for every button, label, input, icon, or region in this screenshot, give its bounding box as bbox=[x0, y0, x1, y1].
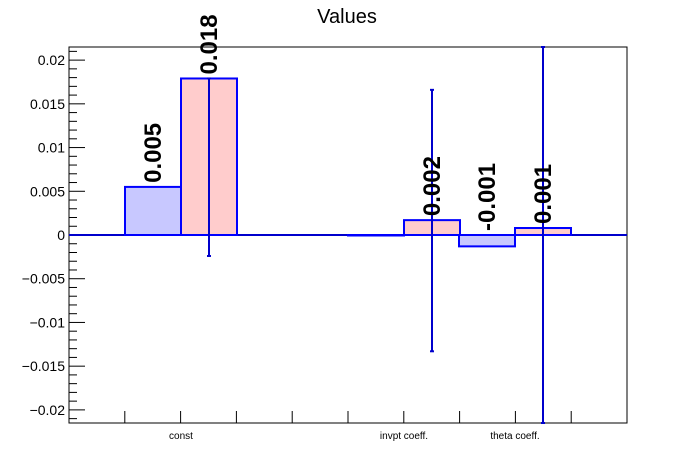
y-tick-label: 0.01 bbox=[38, 140, 65, 156]
y-tick-label: 0.02 bbox=[38, 52, 65, 68]
y-tick-label: −0.02 bbox=[30, 402, 66, 418]
x-category-label: const bbox=[169, 431, 193, 442]
bar bbox=[347, 234, 405, 237]
y-tick-label: 0 bbox=[57, 227, 65, 243]
data-label: 0.001 bbox=[530, 164, 557, 224]
data-label: -0.001 bbox=[474, 163, 501, 231]
data-label: 0.005 bbox=[140, 123, 167, 183]
chart-title: Values bbox=[317, 6, 377, 28]
data-label: 0.018 bbox=[196, 14, 223, 74]
plot-area: 0.02 0.015 0.01 0.005 0 −0.005 −0.01 −0.015 −0.0… bbox=[22, 14, 628, 442]
bar bbox=[458, 234, 516, 248]
y-tick-label: −0.015 bbox=[22, 358, 65, 374]
y-tick-label: −0.005 bbox=[22, 271, 65, 287]
y-tick-label: 0.005 bbox=[30, 183, 65, 199]
data-label: 0.002 bbox=[419, 156, 446, 216]
y-tick-label: 0.015 bbox=[30, 96, 65, 112]
y-tick-label: −0.01 bbox=[30, 314, 66, 330]
bar bbox=[124, 185, 182, 237]
x-category-label: theta coeff. bbox=[490, 431, 539, 442]
x-category-label: invpt coeff. bbox=[380, 431, 428, 442]
